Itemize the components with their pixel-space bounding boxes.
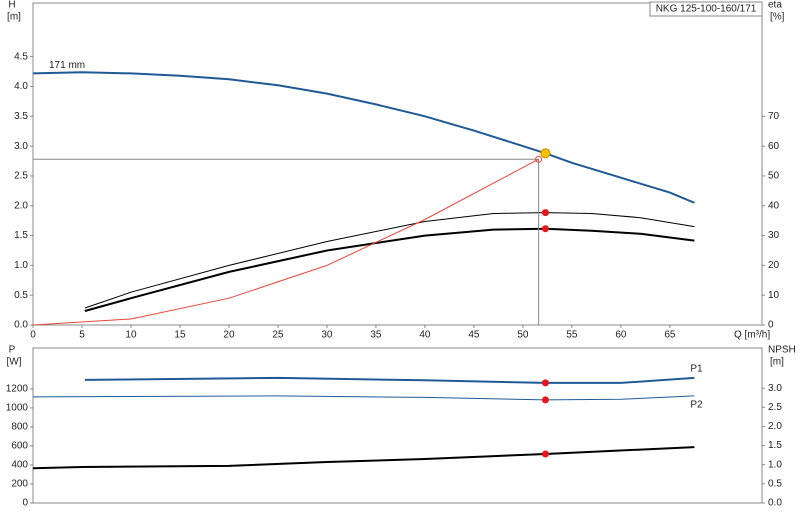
y-tick-label: 600 [11, 441, 28, 452]
y-axis-unit: [W] [7, 357, 22, 368]
x-tick-label: 60 [615, 330, 627, 341]
x-tick-label: 45 [468, 330, 480, 341]
operating-point [541, 450, 549, 458]
x-tick-label: 25 [272, 330, 284, 341]
operating-point [541, 209, 549, 217]
y2-tick-label: 0 [768, 320, 774, 331]
y-tick-label: 2.0 [14, 200, 28, 211]
y-tick-label: 0 [22, 498, 28, 509]
series-label: 171 mm [49, 60, 85, 71]
x-axis-label: Q [m³/h] [734, 330, 770, 341]
top-frame [32, 2, 763, 326]
y-tick-label: 3.0 [14, 141, 28, 152]
y2-axis-unit: [%] [770, 12, 785, 23]
y2-tick-label: 30 [768, 230, 780, 241]
curve [32, 446, 695, 470]
y-axis-unit: [m] [7, 12, 21, 23]
y-tick-label: 200 [11, 479, 28, 490]
y2-tick-label: 0.0 [768, 498, 782, 509]
x-tick-label: 35 [370, 330, 382, 341]
curve [32, 71, 695, 204]
y-axis-label: P [9, 345, 16, 356]
x-tick-label: 30 [321, 330, 333, 341]
x-tick-label: 5 [79, 330, 85, 341]
y-tick-label: 2.5 [14, 171, 28, 182]
y2-tick-label: 20 [768, 260, 780, 271]
y2-tick-label: 2.5 [768, 402, 782, 413]
y-tick-label: 3.5 [14, 111, 28, 122]
y2-axis-label: eta [768, 0, 782, 11]
y2-tick-label: 0.5 [768, 479, 782, 490]
system-end [535, 155, 543, 163]
x-tick-label: 10 [125, 330, 137, 341]
curve [32, 395, 695, 401]
y2-tick-label: 40 [768, 200, 780, 211]
bottom-frame [32, 347, 763, 504]
y-tick-label: 1.5 [14, 230, 28, 241]
y-tick-label: 0.5 [14, 290, 28, 301]
x-tick-label: 65 [664, 330, 676, 341]
title-box [649, 1, 763, 17]
y-tick-label: 1000 [6, 403, 29, 414]
guide-line [33, 158, 540, 325]
x-tick-label: 50 [517, 330, 529, 341]
y-tick-label: 1200 [6, 384, 29, 395]
y-tick-label: 1.0 [14, 260, 28, 271]
x-tick-label: 55 [566, 330, 578, 341]
y2-tick-label: 60 [768, 141, 780, 152]
operating-point [541, 225, 549, 233]
x-tick-label: 0 [30, 330, 36, 341]
y2-tick-label: 50 [768, 171, 780, 182]
y2-axis-unit: [m] [770, 357, 784, 368]
y2-axis-label: NPSH [768, 345, 796, 356]
operating-point [540, 148, 551, 159]
y-tick-label: 400 [11, 460, 28, 471]
y2-tick-label: 1.0 [768, 459, 782, 470]
y-tick-label: 0.0 [14, 320, 28, 331]
y-tick-label: 4.0 [14, 81, 28, 92]
curve [84, 376, 695, 384]
y-tick-label: 800 [11, 422, 28, 433]
chart-title: NKG 125-100-160/171 [656, 4, 757, 15]
y-tick-label: 4.5 [14, 51, 28, 62]
y2-tick-label: 3.0 [768, 383, 782, 394]
curve [84, 212, 695, 309]
curve [84, 227, 695, 312]
y-axis-label: H [8, 0, 15, 11]
x-tick-label: 40 [419, 330, 431, 341]
operating-point [541, 379, 549, 387]
series-label: P1 [690, 363, 703, 374]
y2-tick-label: 1.5 [768, 440, 782, 451]
x-tick-label: 20 [223, 330, 235, 341]
series-label: P2 [690, 400, 703, 411]
y2-tick-label: 70 [768, 111, 780, 122]
curve [32, 158, 539, 326]
x-tick-label: 15 [174, 330, 186, 341]
operating-point [541, 396, 549, 404]
y2-tick-label: 10 [768, 290, 780, 301]
y2-tick-label: 2.0 [768, 421, 782, 432]
